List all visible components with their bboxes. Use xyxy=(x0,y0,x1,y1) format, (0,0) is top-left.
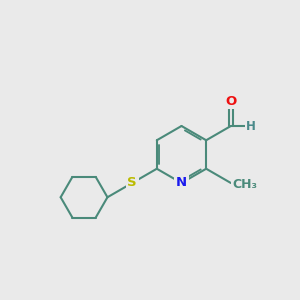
Text: H: H xyxy=(246,119,256,133)
Text: N: N xyxy=(176,176,187,190)
Text: CH₃: CH₃ xyxy=(232,178,257,191)
Text: O: O xyxy=(225,95,236,108)
Text: S: S xyxy=(127,176,137,190)
